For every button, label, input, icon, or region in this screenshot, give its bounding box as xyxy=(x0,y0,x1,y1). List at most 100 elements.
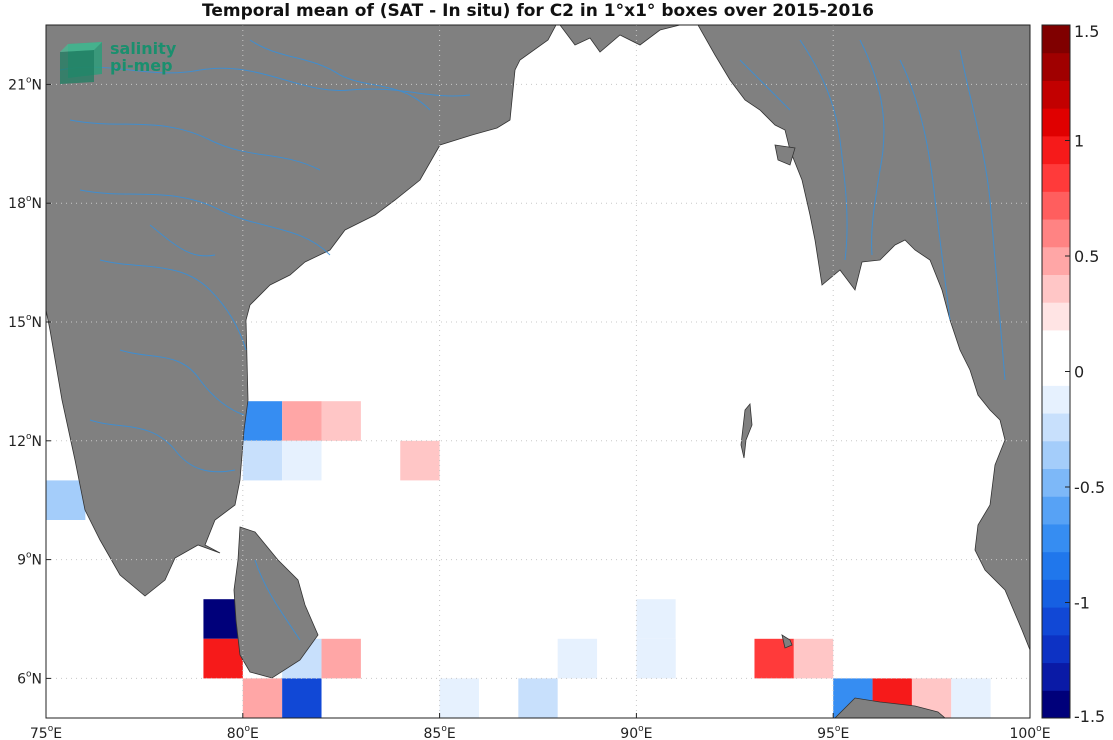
salinity-box xyxy=(715,638,755,679)
salinity-box xyxy=(636,638,676,679)
river xyxy=(59,66,471,97)
salinity-box xyxy=(439,678,479,718)
salinity-box xyxy=(282,678,322,718)
river xyxy=(959,49,1006,381)
colorbar-segment xyxy=(1042,329,1070,359)
land-sri-lanka xyxy=(233,526,319,679)
salinity-box xyxy=(951,678,991,718)
colorbar-segment xyxy=(1042,274,1070,303)
colorbar-segment xyxy=(1042,440,1070,470)
colorbar-tick-label: 0 xyxy=(1074,363,1084,382)
river xyxy=(149,224,216,257)
salinity-box xyxy=(46,480,86,520)
colorbar-segment xyxy=(1042,634,1070,664)
river xyxy=(899,59,951,321)
river xyxy=(119,349,245,416)
lon-tick-label: 90oE xyxy=(620,724,652,740)
colorbar-segment xyxy=(1042,163,1070,192)
river xyxy=(69,119,321,171)
colorbar-tick-label: -1 xyxy=(1074,594,1090,613)
land-sumatra xyxy=(834,697,946,718)
colorbar xyxy=(1042,25,1070,719)
river xyxy=(89,419,236,473)
salinity-box xyxy=(242,678,283,718)
colorbar-segment xyxy=(1042,607,1070,636)
colorbar-segment xyxy=(1042,80,1070,109)
salinity-box xyxy=(675,599,716,639)
colorbar-segment xyxy=(1042,468,1070,497)
colorbar-segment xyxy=(1042,551,1070,580)
lon-tick-label: 95oE xyxy=(817,724,849,740)
colorbar-tick-label: -1.5 xyxy=(1074,707,1105,726)
lat-tick-label: 21oN xyxy=(8,75,42,93)
lon-tick-label: 80oE xyxy=(227,724,259,740)
land-andaman xyxy=(740,403,753,459)
salinity-box xyxy=(715,599,755,639)
colorbar-segment xyxy=(1042,662,1070,691)
colorbar-segment xyxy=(1042,496,1070,525)
salinity-box xyxy=(321,638,361,679)
colorbar-segment xyxy=(1042,302,1070,331)
land-bangladesh-delta xyxy=(774,144,796,166)
salinity-box xyxy=(282,440,322,481)
salinity-box xyxy=(518,678,558,718)
salinity-box xyxy=(793,638,834,679)
colorbar-segment xyxy=(1042,219,1070,248)
latitude-axis: 6oN 9oN 12oN 15oN 18oN 21oN xyxy=(8,75,51,687)
colorbar-segment xyxy=(1042,413,1070,442)
salinity-box xyxy=(321,401,361,441)
colorbar-segment xyxy=(1042,690,1070,719)
colorbar-segment xyxy=(1042,108,1070,137)
lat-tick-label: 12oN xyxy=(8,432,42,450)
colorbar-segment xyxy=(1042,246,1070,275)
colorbar-tick-label: 1.5 xyxy=(1074,22,1099,41)
river xyxy=(859,39,885,256)
river xyxy=(254,559,301,641)
salinity-pi-mep-logo: salinity pi-mep xyxy=(58,40,198,86)
river xyxy=(739,59,791,111)
lat-tick-label: 15oN xyxy=(8,313,42,331)
logo-text-line1: salinity xyxy=(110,39,177,58)
salinity-box xyxy=(400,440,440,481)
colorbar-ticks: 1.5 1 0.5 0 -0.5 -1 -1.5 xyxy=(1065,22,1105,726)
lon-tick-label: 75oE xyxy=(30,724,62,740)
colorbar-tick-label: 1 xyxy=(1074,132,1084,151)
river-layer xyxy=(59,39,1006,641)
salinity-box xyxy=(242,440,283,481)
lon-tick-label: 85oE xyxy=(423,724,455,740)
colorbar-tick-label: 0.5 xyxy=(1074,247,1099,266)
salinity-box xyxy=(242,401,283,441)
colorbar-segment xyxy=(1042,385,1070,414)
colorbar-segment xyxy=(1042,579,1070,608)
salinity-box xyxy=(282,401,322,441)
land-myanmar xyxy=(697,25,1030,651)
land-layer xyxy=(46,25,1030,718)
river xyxy=(99,259,247,351)
salinity-box xyxy=(636,599,676,639)
salinity-box xyxy=(203,638,243,679)
lat-tick-label: 6oN xyxy=(17,669,42,687)
land-nicobar xyxy=(781,634,793,649)
river xyxy=(249,39,431,111)
salinity-box xyxy=(557,638,598,679)
river xyxy=(79,189,331,256)
graticule xyxy=(46,25,1030,718)
lat-tick-label: 18oN xyxy=(8,194,42,212)
longitude-axis: 75oE 80oE 85oE 90oE 95oE 100oE xyxy=(30,713,1051,740)
river xyxy=(799,39,848,261)
lon-tick-label: 100oE xyxy=(1009,724,1050,740)
land-islets xyxy=(559,25,681,53)
logo-mark-icon xyxy=(60,42,102,84)
colorbar-segment xyxy=(1042,523,1070,553)
logo-text-line2: pi-mep xyxy=(110,56,173,75)
boxes-layer xyxy=(46,401,991,718)
lat-tick-label: 9oN xyxy=(17,551,42,569)
colorbar-tick-label: -0.5 xyxy=(1074,478,1105,497)
land-india xyxy=(46,25,557,597)
map-title: Temporal mean of (SAT - In situ) for C2 … xyxy=(202,1,874,21)
colorbar-segment xyxy=(1042,191,1070,220)
map-frame xyxy=(45,24,1031,719)
colorbar-segment xyxy=(1042,52,1070,81)
colorbar-segment xyxy=(1042,25,1070,54)
